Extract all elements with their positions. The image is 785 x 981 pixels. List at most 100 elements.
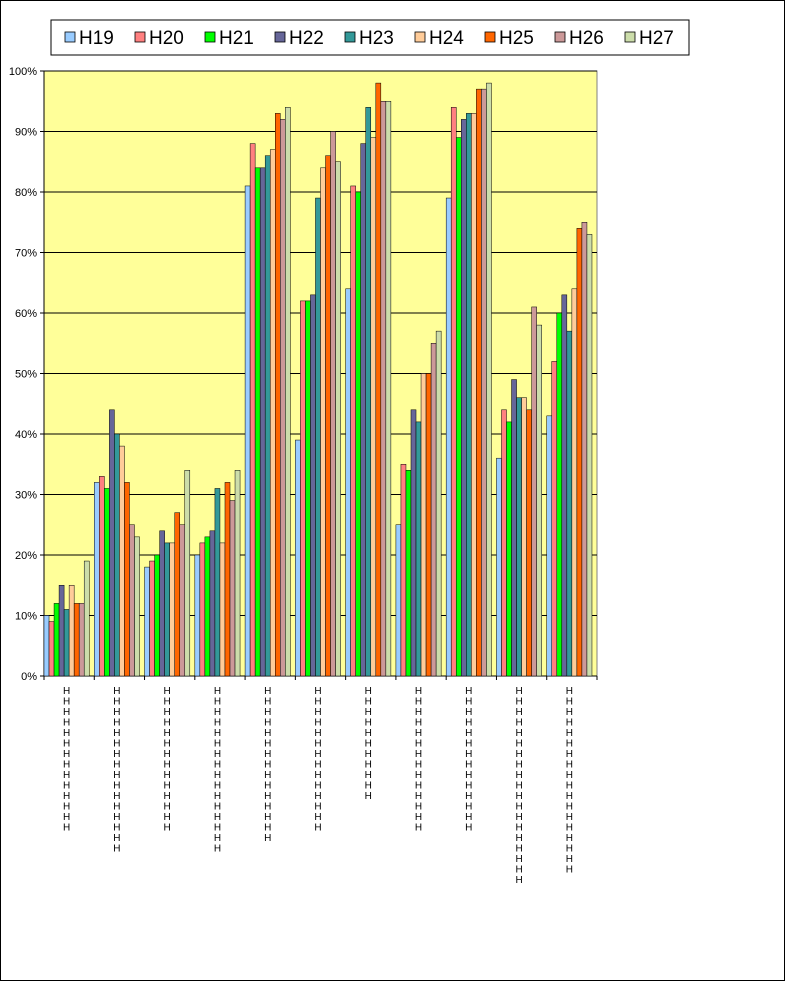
- bar-H22-1: [109, 409, 115, 677]
- bar-H21-6: [355, 191, 361, 677]
- y-tick-label: 50%: [15, 369, 37, 381]
- legend-swatch-H24: [414, 31, 426, 43]
- y-tick-label: 10%: [15, 611, 37, 623]
- bar-H20-5: [300, 300, 306, 677]
- legend-swatch-H25: [484, 31, 496, 43]
- bar-H27-9: [536, 324, 542, 677]
- bar-H19-2: [144, 566, 150, 677]
- legend-swatch-H23: [344, 31, 356, 43]
- bar-H23-2: [164, 542, 170, 677]
- y-tick-label: 20%: [15, 550, 37, 562]
- bar-H21-2: [154, 554, 160, 677]
- bar-H21-9: [506, 421, 512, 677]
- bar-H20-4: [249, 143, 256, 677]
- bar-H22-9: [511, 379, 517, 677]
- bar-H19-4: [244, 185, 251, 677]
- bar-H19-8: [445, 197, 452, 677]
- legend-box: [50, 19, 690, 56]
- bar-H22-0: [58, 585, 65, 677]
- bar-H21-8: [455, 137, 462, 677]
- bar-H19-5: [295, 439, 301, 677]
- legend-label-H19: H19: [79, 28, 114, 49]
- bar-H22-6: [360, 143, 366, 677]
- legend-swatch-H20: [134, 31, 146, 43]
- bar-H19-9: [496, 457, 502, 677]
- legend-label-H26: H26: [569, 28, 604, 49]
- bar-H25-3: [224, 482, 231, 677]
- bar-H24-2: [169, 542, 175, 677]
- bar-H24-3: [219, 542, 226, 677]
- bar-H19-0: [43, 615, 50, 677]
- bar-H25-5: [325, 155, 331, 677]
- bar-H21-10: [556, 312, 563, 677]
- bar-H22-8: [461, 119, 467, 677]
- bar-H24-4: [269, 149, 276, 677]
- bar-H20-9: [501, 409, 507, 677]
- bar-H22-5: [310, 294, 316, 677]
- bar-H27-5: [335, 161, 341, 677]
- bar-H20-6: [350, 185, 356, 677]
- bar-H23-4: [264, 155, 271, 677]
- bar-H27-4: [285, 107, 291, 677]
- bar-H23-10: [566, 330, 573, 677]
- bar-H21-4: [254, 167, 261, 677]
- bar-H20-10: [551, 361, 558, 677]
- bar-H27-7: [435, 330, 442, 677]
- y-tick-label: 70%: [15, 248, 37, 260]
- bar-H21-7: [405, 470, 412, 677]
- bar-H24-1: [119, 445, 125, 677]
- bar-H19-6: [345, 288, 351, 677]
- bar-H20-3: [199, 542, 206, 677]
- legend-label-H25: H25: [499, 28, 534, 49]
- bar-H27-6: [385, 101, 392, 677]
- bar-H26-4: [280, 119, 286, 677]
- bar-H24-7: [420, 373, 427, 677]
- legend-swatch-H26: [554, 31, 566, 43]
- y-tick-label: 60%: [15, 308, 37, 320]
- legend-swatch-H19: [64, 31, 76, 43]
- bar-H25-0: [73, 603, 80, 677]
- bar-H21-1: [104, 488, 110, 677]
- bar-H22-4: [259, 167, 266, 677]
- bar-H24-10: [571, 288, 578, 677]
- legend-label-H23: H23: [359, 28, 394, 49]
- bar-H26-9: [531, 306, 537, 677]
- bar-H24-9: [521, 397, 527, 677]
- bar-H26-10: [581, 222, 588, 677]
- legend-label-H27: H27: [639, 28, 674, 49]
- y-tick-label: 100%: [9, 66, 37, 78]
- bar-H24-8: [471, 113, 477, 677]
- bar-H23-1: [114, 433, 120, 677]
- bar-H21-5: [305, 300, 311, 677]
- bar-H21-0: [53, 603, 60, 677]
- bar-H20-2: [149, 560, 155, 677]
- bar-H27-1: [134, 536, 140, 677]
- bar-H25-10: [576, 228, 583, 677]
- y-tick-label: 80%: [15, 187, 37, 199]
- bar-H26-8: [481, 88, 487, 677]
- bar-H26-1: [129, 524, 135, 677]
- bar-H19-10: [546, 415, 553, 677]
- bar-H24-0: [68, 585, 75, 677]
- bar-H24-5: [320, 167, 326, 677]
- bar-H22-10: [561, 294, 568, 677]
- bar-H20-0: [48, 621, 55, 677]
- legend-label-H22: H22: [289, 28, 324, 49]
- bar-H23-7: [415, 421, 422, 677]
- bar-H19-3: [194, 554, 201, 677]
- bar-H20-1: [99, 476, 105, 677]
- bar-H27-0: [83, 560, 90, 677]
- y-tick-label: 90%: [15, 127, 37, 139]
- bar-H26-3: [229, 500, 236, 677]
- y-tick-label: 40%: [15, 429, 37, 441]
- bar-H26-6: [380, 101, 387, 677]
